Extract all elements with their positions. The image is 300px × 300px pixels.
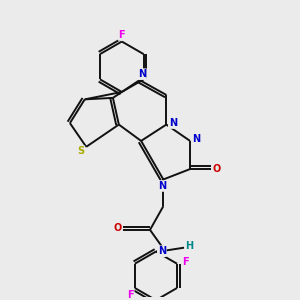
Text: N: N <box>158 246 166 256</box>
Text: F: F <box>118 30 125 40</box>
Text: F: F <box>182 257 189 267</box>
Text: H: H <box>185 242 194 251</box>
Text: N: N <box>169 118 177 128</box>
Text: S: S <box>77 146 85 156</box>
Text: O: O <box>213 164 221 174</box>
Text: O: O <box>113 224 122 233</box>
Text: N: N <box>138 69 146 79</box>
Text: N: N <box>193 134 201 143</box>
Text: N: N <box>158 181 166 191</box>
Text: F: F <box>127 290 134 299</box>
